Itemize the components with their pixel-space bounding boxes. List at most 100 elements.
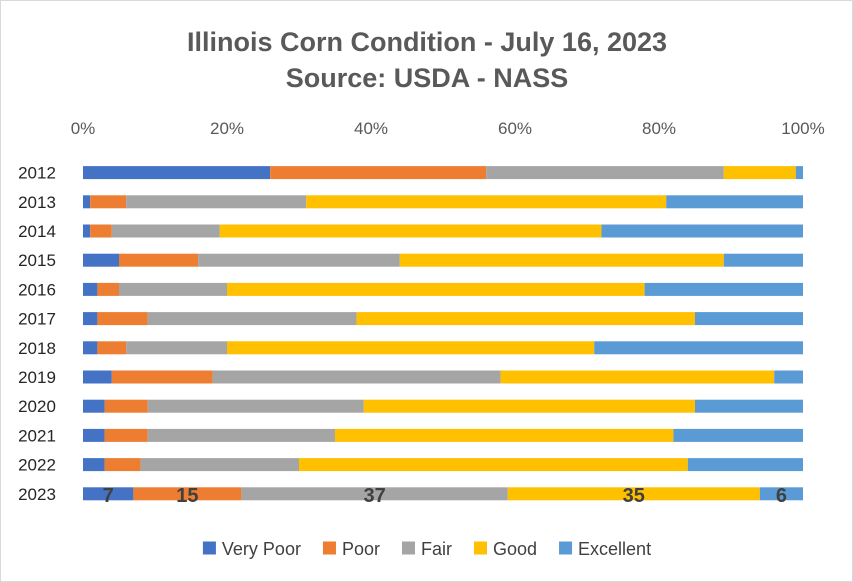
bar-segment xyxy=(644,282,803,296)
bar-segment xyxy=(83,428,105,442)
bar-segment xyxy=(723,253,803,267)
bar-segment xyxy=(399,253,724,267)
y-tick-label: 2020 xyxy=(18,397,56,416)
bar-segment xyxy=(97,341,127,355)
bar-segment xyxy=(119,282,227,296)
bar-segments xyxy=(83,166,803,501)
x-tick-label: 20% xyxy=(210,119,244,138)
x-tick-label: 0% xyxy=(71,119,96,138)
bar-segment xyxy=(212,370,501,384)
legend-label: Good xyxy=(493,539,537,559)
data-label: 6 xyxy=(776,485,787,507)
bar-segment xyxy=(673,428,803,442)
legend-label: Poor xyxy=(342,539,380,559)
bar-segment xyxy=(594,341,803,355)
y-axis-category-labels: 2012 2013 2014 2015 2016 2017 2018 2019 2020 2021… xyxy=(18,164,56,504)
bar-segment xyxy=(759,487,803,501)
bar-segment xyxy=(83,312,98,326)
legend-swatch xyxy=(473,541,487,555)
bar-segment xyxy=(241,487,508,501)
bar-segment xyxy=(695,399,803,413)
legend-swatch xyxy=(559,541,573,555)
legend: Very Poor Poor Fair Good Excellent xyxy=(202,539,651,559)
legend-label: Very Poor xyxy=(222,539,301,559)
bar-segment xyxy=(111,224,220,238)
data-label: 35 xyxy=(623,485,645,507)
data-labels: 7 15 37 35 6 xyxy=(103,485,787,507)
y-tick-label: 2016 xyxy=(18,280,56,299)
y-tick-label: 2012 xyxy=(18,164,56,183)
legend-item: Very Poor xyxy=(202,539,301,559)
y-tick-label: 2014 xyxy=(18,222,56,241)
legend-swatch xyxy=(401,541,415,555)
bar-segment xyxy=(83,253,119,267)
bar-segment xyxy=(227,341,595,355)
bar-segment xyxy=(695,312,803,326)
bar-segment xyxy=(83,166,271,180)
bar-segment xyxy=(774,370,803,384)
bar-segment xyxy=(486,166,724,180)
bar-segment xyxy=(140,458,299,472)
legend-item: Fair xyxy=(401,539,452,559)
bar-segment xyxy=(83,399,105,413)
bar-segment xyxy=(299,458,688,472)
bar-segment xyxy=(83,341,98,355)
bar-segment xyxy=(83,195,91,209)
bar-segment xyxy=(147,312,357,326)
y-tick-label: 2023 xyxy=(18,485,56,504)
legend-item: Excellent xyxy=(559,539,651,559)
bar-segment xyxy=(219,224,602,238)
bar-segment xyxy=(363,399,695,413)
legend-label: Fair xyxy=(421,539,452,559)
bar-segment xyxy=(356,312,695,326)
bar-segment xyxy=(133,487,242,501)
bar-segment xyxy=(270,166,487,180)
bar-segment xyxy=(90,224,112,238)
bar-segment xyxy=(335,428,674,442)
x-tick-label: 80% xyxy=(642,119,676,138)
data-label: 37 xyxy=(363,485,385,507)
y-tick-label: 2022 xyxy=(18,456,56,475)
y-tick-label: 2017 xyxy=(18,310,56,329)
y-tick-label: 2019 xyxy=(18,368,56,387)
y-tick-label: 2013 xyxy=(18,193,56,212)
bar-segment xyxy=(97,282,119,296)
bar-segment xyxy=(306,195,667,209)
bar-segment xyxy=(83,487,134,501)
bar-segment xyxy=(104,428,148,442)
bar-segment xyxy=(723,166,796,180)
x-axis-tick-labels: 0% 20% 40% 60% 80% 100% xyxy=(71,119,825,138)
data-label: 15 xyxy=(176,485,198,507)
legend-item: Poor xyxy=(322,539,380,559)
y-tick-label: 2018 xyxy=(18,339,56,358)
x-tick-label: 60% xyxy=(498,119,532,138)
bar-segment xyxy=(126,341,227,355)
bar-segment xyxy=(104,399,148,413)
bar-segment xyxy=(83,370,112,384)
bar-segment xyxy=(97,312,148,326)
bar-segment xyxy=(795,166,803,180)
bar-segment xyxy=(119,253,199,267)
chart-title: Illinois Corn Condition - July 16, 2023 xyxy=(187,27,667,57)
bar-segment xyxy=(198,253,400,267)
legend-item: Good xyxy=(473,539,537,559)
bar-segment xyxy=(83,282,98,296)
bar-segment xyxy=(500,370,775,384)
bar-segment xyxy=(227,282,645,296)
bar-segment xyxy=(147,399,364,413)
legend-label: Excellent xyxy=(578,539,651,559)
legend-swatch xyxy=(322,541,336,555)
bar-segment xyxy=(90,195,127,209)
chart-subtitle: Source: USDA - NASS xyxy=(286,63,569,93)
bar-segment xyxy=(126,195,307,209)
bar-segment xyxy=(104,458,141,472)
y-tick-label: 2021 xyxy=(18,426,56,445)
data-label: 7 xyxy=(103,485,114,507)
x-tick-label: 100% xyxy=(781,119,824,138)
bar-segment xyxy=(83,224,91,238)
x-tick-label: 40% xyxy=(354,119,388,138)
bar-segment xyxy=(83,458,105,472)
bar-segment xyxy=(147,428,335,442)
